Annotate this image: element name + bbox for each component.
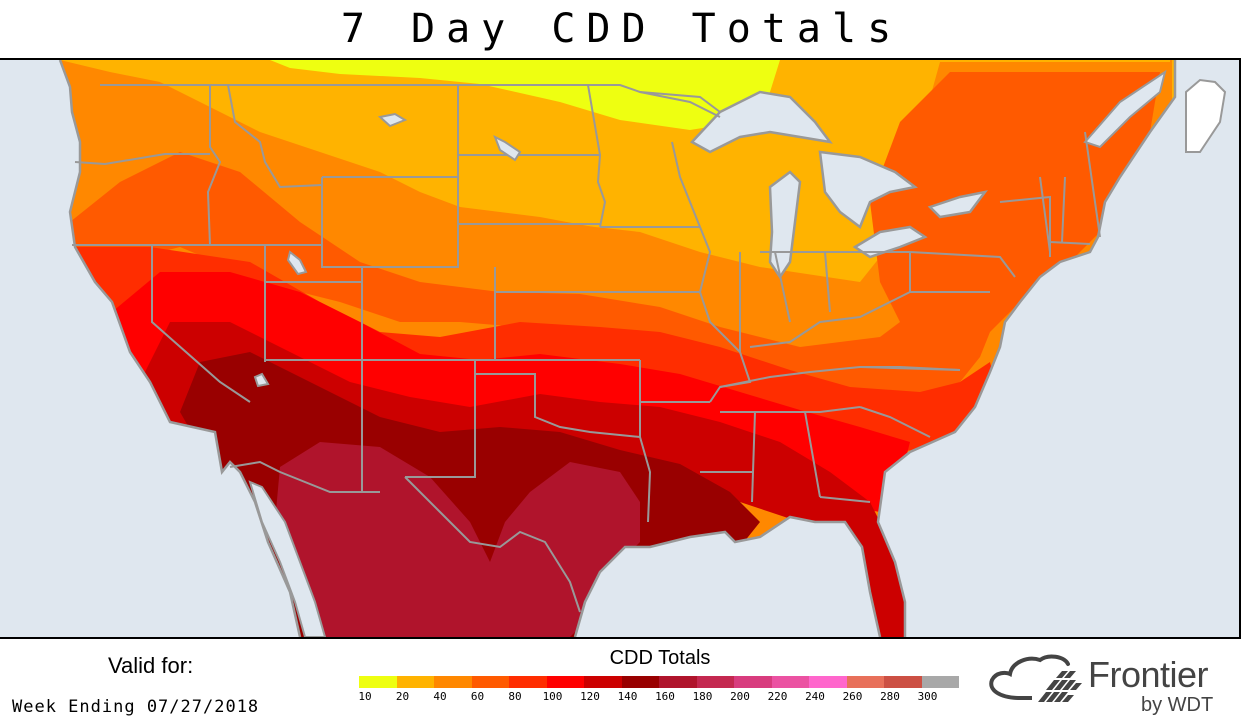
- legend-swatch: [921, 676, 959, 688]
- map-title: 7 Day CDD Totals: [340, 6, 903, 52]
- legend-tick-label: 40: [433, 690, 447, 703]
- legend-swatch: [846, 676, 884, 688]
- legend-tick-label: 240: [805, 690, 825, 703]
- legend-swatch: [771, 676, 809, 688]
- cdd-contour-map: [0, 60, 1239, 637]
- legend-swatch: [509, 676, 547, 688]
- legend-swatch: [809, 676, 847, 688]
- legend-swatch: [471, 676, 509, 688]
- legend-tick-label: 300: [917, 690, 938, 703]
- legend-swatch: [884, 676, 922, 688]
- great-lakes: [689, 90, 988, 280]
- state-borders: [72, 84, 1101, 613]
- legend-swatch: [621, 676, 659, 688]
- cloud-grid-logo-icon: [989, 654, 1082, 702]
- legend-tick-label: 220: [767, 690, 788, 703]
- legend-tick-label: 260: [842, 690, 863, 703]
- legend-tick-label: 100: [542, 690, 563, 703]
- legend-tick-label: 120: [580, 690, 600, 703]
- legend-swatch: [584, 676, 622, 688]
- legend-tick-label: 20: [395, 690, 410, 703]
- legend-color-bar: [359, 676, 959, 688]
- legend-tick-label: 160: [655, 690, 675, 703]
- brand-name: Frontier: [1088, 654, 1209, 695]
- legend-swatch: [734, 676, 772, 688]
- legend-tick-label: 80: [508, 690, 522, 703]
- cdd-map: [0, 58, 1241, 639]
- legend-swatch: [359, 676, 397, 688]
- legend-tick-label: 140: [617, 690, 638, 703]
- legend-swatch: [696, 676, 734, 688]
- legend-swatch: [434, 676, 472, 688]
- brand-subtitle: by WDT: [1141, 694, 1214, 716]
- valid-for-label: Valid for:: [108, 653, 194, 678]
- legend-tick-label: 280: [880, 690, 900, 703]
- legend-swatch: [546, 676, 584, 688]
- legend-tick-label: 200: [730, 690, 750, 703]
- legend-tick-labels: 10 20 40 60 80 100 120 140 160 180 200 220 240 260 280…: [0, 690, 1243, 704]
- legend-tick-label: 180: [692, 690, 713, 703]
- legend-tick-label: 10: [358, 690, 372, 703]
- valid-period: Week Ending 07/27/2018: [12, 697, 260, 717]
- legend-tick-label: 60: [470, 690, 485, 703]
- legend-swatch: [659, 676, 697, 688]
- legend-title: CDD Totals: [609, 647, 711, 669]
- legend-swatch: [396, 676, 434, 688]
